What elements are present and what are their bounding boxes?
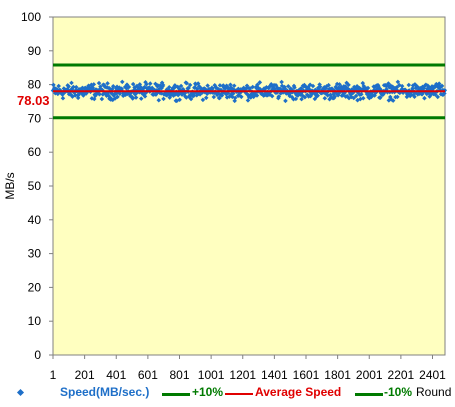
- y-tick-label: 50: [28, 179, 42, 193]
- y-axis-label: MB/s: [3, 172, 17, 199]
- x-tick-label: 2001: [356, 368, 383, 382]
- speed-point: [51, 82, 56, 88]
- speed-point: [332, 94, 338, 99]
- speed-point: [115, 94, 120, 100]
- x-tick-label: 1: [50, 368, 57, 382]
- y-tick-label: 10: [28, 314, 42, 328]
- speed-point: [73, 84, 79, 90]
- y-tick-label: 60: [28, 145, 42, 159]
- x-axis-label: Round: [416, 385, 452, 399]
- y-tick-label: 70: [28, 111, 42, 125]
- legend: Speed(MB/sec.) +10% Average Speed -10% R…: [0, 385, 455, 405]
- speed-point: [187, 82, 193, 88]
- x-tick-label: 401: [106, 368, 126, 382]
- speed-point: [353, 93, 359, 99]
- speed-point: [117, 91, 123, 97]
- y-tick-label: 80: [28, 78, 42, 92]
- speed-point: [315, 93, 320, 98]
- x-tick-label: 1801: [324, 368, 351, 382]
- speed-point: [228, 82, 233, 87]
- y-tick-label: 40: [28, 213, 42, 227]
- speed-point: [390, 98, 396, 103]
- x-tick-label: 2201: [388, 368, 415, 382]
- x-tick-label: 201: [75, 368, 95, 382]
- legend-minus10-label: -10%: [384, 385, 413, 399]
- speed-point: [359, 91, 364, 97]
- x-tick-label: 1001: [198, 368, 225, 382]
- x-tick-label: 1401: [261, 368, 288, 382]
- speed-point: [56, 83, 61, 89]
- speed-point: [60, 95, 66, 101]
- x-tick-label: 601: [138, 368, 158, 382]
- speed-point: [184, 80, 190, 86]
- y-tick-label: 90: [28, 44, 42, 58]
- legend-plus10-label: +10%: [192, 385, 224, 399]
- speed-point: [211, 94, 217, 100]
- y-tick-label: 100: [21, 10, 41, 24]
- speed-point: [412, 94, 417, 100]
- average-legend-line: [225, 393, 253, 395]
- speed-point: [66, 84, 71, 89]
- speed-point: [161, 96, 166, 102]
- x-tick-label: 1201: [229, 368, 256, 382]
- y-tick-label: 0: [34, 348, 41, 362]
- x-tick-label: 2401: [419, 368, 446, 382]
- speed-point: [254, 93, 260, 98]
- legend-average-label: Average Speed: [255, 385, 342, 399]
- minus10-legend-line: [355, 393, 383, 396]
- speed-point: [97, 91, 102, 97]
- speed-point: [232, 95, 238, 101]
- speed-point: [191, 93, 197, 98]
- plot-area: [52, 16, 446, 356]
- speed-point: [105, 81, 110, 86]
- speed-point: [365, 85, 371, 91]
- y-tick-label: 20: [28, 280, 42, 294]
- legend-speed-label: Speed(MB/sec.): [60, 385, 150, 399]
- y-tick-label: 30: [28, 247, 42, 261]
- speed-point: [156, 98, 162, 103]
- speed-point: [142, 94, 148, 99]
- speed-legend-marker: [16, 388, 25, 397]
- speed-point: [71, 84, 76, 90]
- x-tick-label: 1601: [293, 368, 320, 382]
- average-speed-value: 78.03: [17, 93, 50, 108]
- speed-point: [147, 81, 153, 86]
- plus10-legend-line: [162, 393, 190, 396]
- x-tick-label: 801: [169, 368, 189, 382]
- speed-point: [73, 93, 78, 98]
